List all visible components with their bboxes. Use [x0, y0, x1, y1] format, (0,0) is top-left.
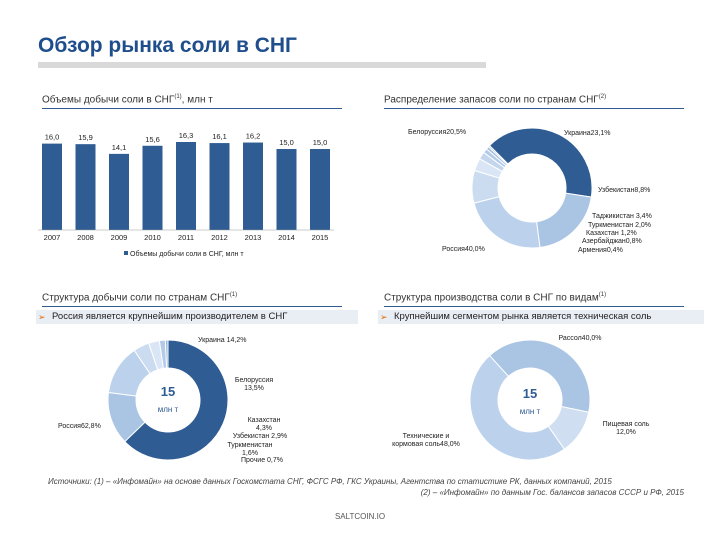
- bar-chart-header-sup: (1): [174, 94, 182, 100]
- bar-value-label: 14,1: [112, 143, 127, 152]
- slice-label: Прочие 0,7%: [241, 457, 283, 464]
- bar-value-label: 15,6: [145, 135, 160, 144]
- reserves-header: Распределение запасов соли по странам СН…: [384, 94, 684, 110]
- slice-армения: [487, 144, 509, 166]
- slice-label: Туркменистан 1,6%: [227, 442, 272, 457]
- slice-label: Россия40,0%: [442, 246, 485, 253]
- bar-value-label: 16,2: [246, 132, 261, 141]
- slice-label: Узбекистан 2,9%: [233, 432, 287, 440]
- bar-value-label: 15,0: [313, 138, 328, 147]
- sources-note: Источники: (1) – «Инфомайн» на основе да…: [48, 476, 688, 498]
- slice-россия: [124, 339, 229, 461]
- slice-label: Туркменистан 2,0%: [588, 222, 651, 229]
- production-header-sup: (1): [229, 292, 238, 298]
- type-bullet: ➢ Крупнейшим сегментом рынка является те…: [378, 310, 704, 324]
- x-tick-label: 2010: [144, 233, 161, 242]
- footer-brand: SALTCOIN.IO: [334, 512, 386, 521]
- arrow-icon: ➢: [38, 312, 46, 322]
- slice-label: Белоруссия20,5%: [408, 129, 466, 136]
- bar-chart: 16,0 2007 15,9 2008 14,1 2009 15,6 2010 16,3 2011…: [38, 131, 334, 258]
- bar-value-label: 15,9: [78, 133, 93, 142]
- center-value: 15: [161, 384, 175, 399]
- slice-label: Казахстан 1,2%: [586, 230, 637, 237]
- bar-chart-header: Объемы добычи соли в СНГ(1), млн т: [42, 94, 342, 110]
- x-tick-label: 2007: [44, 233, 61, 242]
- bar-2007: [42, 143, 62, 230]
- slice-техническая-и-кормовая-соль: [469, 354, 566, 461]
- slice-label: Украина 14,2%: [198, 337, 246, 344]
- bar-2011: [176, 142, 196, 230]
- center-value: 15: [523, 386, 537, 401]
- sources-line-1: Источники: (1) – «Инфомайн» на основе да…: [48, 477, 612, 486]
- legend-swatch: [124, 251, 128, 255]
- type-header: Структура производства соли в СНГ по вид…: [384, 292, 684, 308]
- slice-label: Рассол40,0%: [558, 335, 601, 342]
- production-header-text: Структура добычи соли по странам СНГ: [42, 292, 230, 304]
- page-title: Обзор рынка соли в СНГ: [38, 34, 297, 57]
- slice-украина: [473, 195, 541, 249]
- production-bullet-text: Россия является крупнейшим производителе…: [52, 311, 288, 322]
- bar-value-label: 16,1: [212, 132, 227, 141]
- bar-value-label: 15,0: [279, 138, 294, 147]
- x-tick-label: 2012: [211, 233, 228, 242]
- type-bullet-text: Крупнейшим сегментом рынка является техн…: [394, 311, 652, 322]
- reserves-donut-chart: Россия40,0% Белоруссия20,5% Украина23,1% Уз…: [408, 127, 652, 254]
- production-bullet: ➢ Россия является крупнейшим производите…: [36, 310, 358, 324]
- center-hole: [500, 370, 560, 430]
- x-tick-label: 2009: [111, 233, 128, 242]
- arrow-icon: ➢: [380, 312, 388, 322]
- production-header: Структура добычи соли по странам СНГ(1): [42, 292, 342, 308]
- bar-2009: [109, 153, 129, 230]
- slice-label: Россия62,8%: [58, 423, 101, 430]
- bar-2010: [142, 145, 163, 230]
- slice-label: Белоруссия 13,5%: [235, 377, 273, 392]
- slice-россия: [488, 127, 593, 198]
- type-header-text: Структура производства соли в СНГ по вид…: [384, 292, 599, 304]
- slice-label: Казахстан 4,3%: [248, 417, 281, 432]
- title-underline: [38, 62, 486, 68]
- bar-value-label: 16,0: [45, 133, 60, 142]
- slice-рассол: [488, 339, 591, 413]
- bar-chart-header-unit: , млн т: [181, 94, 213, 106]
- bar-value-label: 16,3: [179, 131, 194, 140]
- slice-label: Армения0,4%: [578, 247, 623, 254]
- bar-2014: [276, 149, 297, 230]
- bar-2008: [75, 144, 96, 230]
- type-donut-chart: 15 млн т Технические и кормовая соль48,0% Ра…: [392, 335, 650, 461]
- production-donut-chart: 15 млн т Россия62,8% Украина 14,2% Белорусси…: [58, 337, 287, 464]
- legend-label: Объемы добычи соли в СНГ, млн т: [130, 250, 244, 258]
- x-tick-label: 2014: [278, 233, 295, 242]
- bar-2012: [209, 143, 230, 230]
- x-tick-label: 2015: [312, 233, 329, 242]
- slice-label: Украина23,1%: [564, 130, 611, 137]
- center-unit: млн т: [158, 405, 179, 414]
- bar-2013: [243, 142, 263, 230]
- bar-2015: [310, 149, 330, 230]
- slice-пищевая-соль: [547, 405, 590, 450]
- center-hole: [138, 370, 198, 430]
- center-unit: млн т: [520, 407, 541, 416]
- slice-label: Азербайджан0,8%: [582, 237, 642, 245]
- reserves-header-sup: (2): [598, 94, 607, 100]
- slice-label: Пищевая соль 12,0%: [603, 421, 650, 436]
- slice-прочие: [164, 339, 169, 369]
- type-header-sup: (1): [598, 292, 607, 298]
- reserves-header-text: Распределение запасов соли по странам СН…: [384, 94, 599, 106]
- slice-label: Технические и кормовая соль48,0%: [392, 433, 460, 448]
- x-tick-label: 2011: [178, 233, 194, 242]
- x-tick-label: 2013: [245, 233, 262, 242]
- sources-line-2: (2) – «Инфомайн» по данным Гос. балансов…: [420, 488, 684, 497]
- slice-label: Узбекистан8,8%: [598, 186, 650, 194]
- slice-label: Таджикистан 3,4%: [592, 213, 652, 220]
- x-tick-label: 2008: [77, 233, 94, 242]
- bar-chart-header-text: Объемы добычи соли в СНГ: [42, 94, 175, 106]
